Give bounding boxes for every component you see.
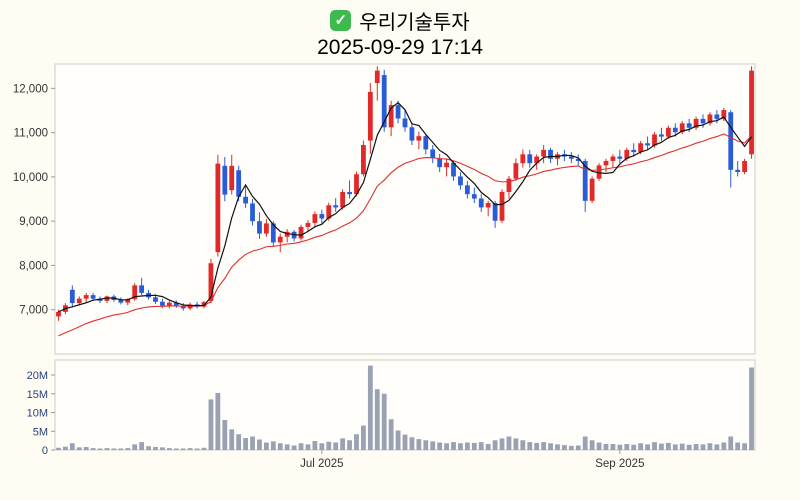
svg-text:Jul 2025: Jul 2025 [300, 458, 343, 470]
chart-datetime: 2025-09-29 17:14 [317, 36, 483, 59]
svg-text:11,000: 11,000 [14, 128, 48, 140]
svg-text:10,000: 10,000 [13, 172, 48, 184]
svg-text:8,000: 8,000 [19, 260, 48, 272]
svg-text:7,000: 7,000 [19, 305, 48, 317]
stock-title: 우리기술투자 [359, 12, 470, 34]
svg-text:9,000: 9,000 [19, 216, 48, 228]
svg-text:5M: 5M [33, 426, 48, 438]
candlestick-volume-chart: 7,000 8,000 9,000 10,000 11,000 12,000 0 5M 10M 1… [13, 63, 756, 470]
svg-text:20M: 20M [27, 370, 48, 382]
svg-text:12,000: 12,000 [13, 83, 48, 95]
svg-text:10M: 10M [27, 408, 48, 420]
green-check-icon: ✓ [330, 10, 352, 31]
svg-text:Sep 2025: Sep 2025 [595, 458, 644, 470]
svg-text:15M: 15M [27, 389, 48, 401]
svg-text:0: 0 [42, 445, 48, 457]
chart-header: ✓ 우리기술투자 [0, 0, 800, 35]
